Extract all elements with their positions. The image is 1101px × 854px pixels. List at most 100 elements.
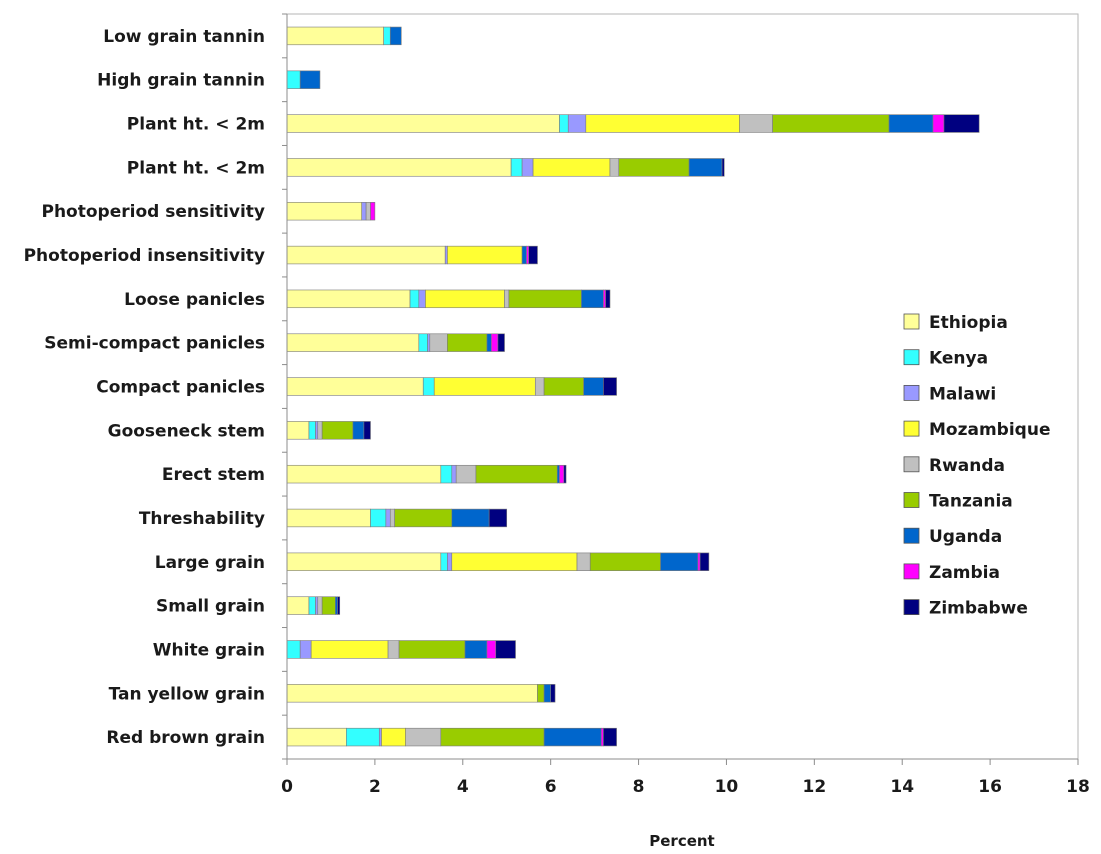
- bar-segment-malawi-row-13: [315, 596, 319, 615]
- bar-segment-rwanda-row-10: [455, 464, 477, 484]
- bar-segment-mozambique-row-2: [585, 114, 740, 133]
- x-tick-label: 12: [802, 777, 826, 797]
- legend-swatch-rwanda: [903, 456, 920, 473]
- bar-segment-ethiopia-row-13: [286, 596, 310, 615]
- bar-segment-zimbabwe-row-2: [943, 114, 980, 133]
- bar-segment-uganda-row-8: [583, 377, 604, 396]
- bar-segment-zambia-row-7: [491, 333, 499, 352]
- bar-segment-rwanda-row-4: [365, 202, 371, 221]
- bar-segment-zimbabwe-row-13: [337, 596, 341, 615]
- category-label-high-grain-tannin: High grain tannin: [97, 71, 265, 91]
- bar-segment-zimbabwe-row-3: [721, 158, 725, 177]
- legend-swatch-malawi: [903, 384, 920, 401]
- bar-segment-malawi-row-14: [299, 640, 312, 659]
- bar-segment-rwanda-row-7: [429, 333, 448, 352]
- bar-segment-zimbabwe-row-16: [603, 727, 617, 747]
- x-axis: 0 2 4 6 8 10 12 14 16 18: [281, 758, 1090, 797]
- bar-segment-ethiopia-row-6: [286, 289, 411, 309]
- bar-segment-kenya-row-1: [286, 70, 301, 89]
- bar-segment-malawi-row-2: [567, 114, 587, 133]
- bar-segment-zambia-row-14: [486, 640, 497, 659]
- bar-segment-zimbabwe-row-9: [363, 421, 371, 440]
- category-label-tan-yellow-grain: Tan yellow grain: [109, 684, 265, 704]
- legend-swatch-zimbabwe: [903, 599, 920, 615]
- bar-segment-tanzania-row-12: [589, 552, 661, 571]
- legend-label-rwanda: Rwanda: [929, 456, 1005, 476]
- bar-segment-tanzania-row-11: [394, 508, 453, 528]
- legend-swatch-zambia: [903, 563, 920, 580]
- category-label-compact-panicles: Compact panicles: [96, 378, 265, 398]
- category-label-low-grain-tannin: Low grain tannin: [103, 27, 265, 47]
- category-label-large-grain: Large grain: [155, 553, 265, 573]
- bar-segment-kenya-row-2: [559, 114, 569, 133]
- bar-segment-zambia-row-6: [603, 289, 606, 309]
- x-tick-label: 6: [545, 777, 557, 797]
- legend-label-kenya: Kenya: [929, 349, 988, 369]
- bar-segment-zambia-row-2: [932, 114, 945, 133]
- bar-segment-mozambique-row-6: [425, 289, 505, 309]
- bar-segment-uganda-row-11: [451, 508, 490, 528]
- bar-segment-kenya-row-16: [346, 727, 380, 747]
- x-tick-label: 8: [633, 777, 645, 797]
- bar-segment-ethiopia-row-15: [286, 684, 538, 703]
- bar-segment-zimbabwe-row-15: [550, 684, 556, 703]
- bar-segment-kenya-row-11: [370, 508, 387, 528]
- bar-segment-uganda-row-12: [660, 552, 699, 571]
- bar-segment-kenya-row-0: [383, 26, 391, 46]
- bar-segment-ethiopia-row-8: [286, 377, 424, 396]
- bar-segment-tanzania-row-16: [440, 727, 545, 747]
- bar-segment-rwanda-row-13: [317, 596, 323, 615]
- bar-segment-ethiopia-row-2: [286, 114, 560, 133]
- bar-segment-tanzania-row-3: [618, 158, 690, 177]
- bar-segment-malawi-row-10: [451, 464, 457, 484]
- category-label-photoperiod-insensitivity: Photoperiod insensitivity: [24, 246, 265, 266]
- bar-segment-malawi-row-16: [378, 727, 382, 747]
- bar-segment-ethiopia-row-12: [286, 552, 442, 571]
- bar-segment-rwanda-row-3: [609, 158, 620, 177]
- bar-segment-rwanda-row-14: [387, 640, 400, 659]
- bar-segment-tanzania-row-7: [447, 333, 488, 352]
- bar-segment-uganda-row-10: [556, 464, 560, 484]
- bar-segment-mozambique-row-14: [310, 640, 389, 659]
- bar-segment-uganda-row-0: [389, 26, 402, 46]
- bar-segment-uganda-row-13: [335, 596, 338, 615]
- legend-label-uganda: Uganda: [929, 527, 1002, 547]
- x-axis-title: Percent: [649, 832, 714, 850]
- x-tick-label: 16: [978, 777, 1002, 797]
- bar-segment-tanzania-row-15: [537, 684, 545, 703]
- bar-segment-kenya-row-7: [418, 333, 428, 352]
- bar-segment-mozambique-row-8: [433, 377, 536, 396]
- category-label-photoperiod-sensitivity: Photoperiod sensitivity: [42, 202, 266, 222]
- bar-segment-ethiopia-row-10: [286, 464, 442, 484]
- legend-label-tanzania: Tanzania: [929, 492, 1013, 512]
- bar-segment-ethiopia-row-16: [286, 727, 347, 747]
- category-label-red-brown-grain: Red brown grain: [106, 728, 265, 748]
- bar-segment-uganda-row-7: [486, 333, 492, 352]
- x-tick-label: 10: [715, 777, 739, 797]
- bar-segment-kenya-row-6: [409, 289, 420, 309]
- bar-segment-zimbabwe-row-12: [699, 552, 710, 571]
- bar-segment-tanzania-row-2: [772, 114, 890, 133]
- bar-segment-tanzania-row-10: [475, 464, 558, 484]
- bar-segment-malawi-row-5: [444, 245, 448, 265]
- x-tick-label: 4: [457, 777, 469, 797]
- category-label-small-grain: Small grain: [156, 597, 265, 617]
- bar-segment-zimbabwe-row-7: [497, 333, 505, 352]
- category-label-erect-stem: Erect stem: [162, 465, 265, 485]
- category-label-semi-compact-panicles: Semi-compact panicles: [44, 334, 265, 354]
- bar-segment-malawi-row-11: [385, 508, 391, 528]
- x-tick-label: 0: [281, 777, 293, 797]
- legend-label-mozambique: Mozambique: [929, 420, 1050, 440]
- bar-segment-zambia-row-16: [600, 727, 604, 747]
- bar-segment-zimbabwe-row-14: [495, 640, 516, 659]
- bar-segment-zimbabwe-row-8: [603, 377, 617, 396]
- bar-segment-malawi-row-9: [315, 421, 319, 440]
- legend-label-zambia: Zambia: [929, 563, 1000, 583]
- bar-segment-uganda-row-14: [464, 640, 488, 659]
- bar-segment-rwanda-row-6: [504, 289, 510, 309]
- bar-segment-uganda-row-3: [688, 158, 723, 177]
- bar-segment-uganda-row-2: [888, 114, 934, 133]
- x-tick-label: 14: [890, 777, 914, 797]
- y-axis: Low grain tannin High grain tannin Plant h…: [24, 13, 288, 760]
- bar-segment-malawi-row-7: [427, 333, 431, 352]
